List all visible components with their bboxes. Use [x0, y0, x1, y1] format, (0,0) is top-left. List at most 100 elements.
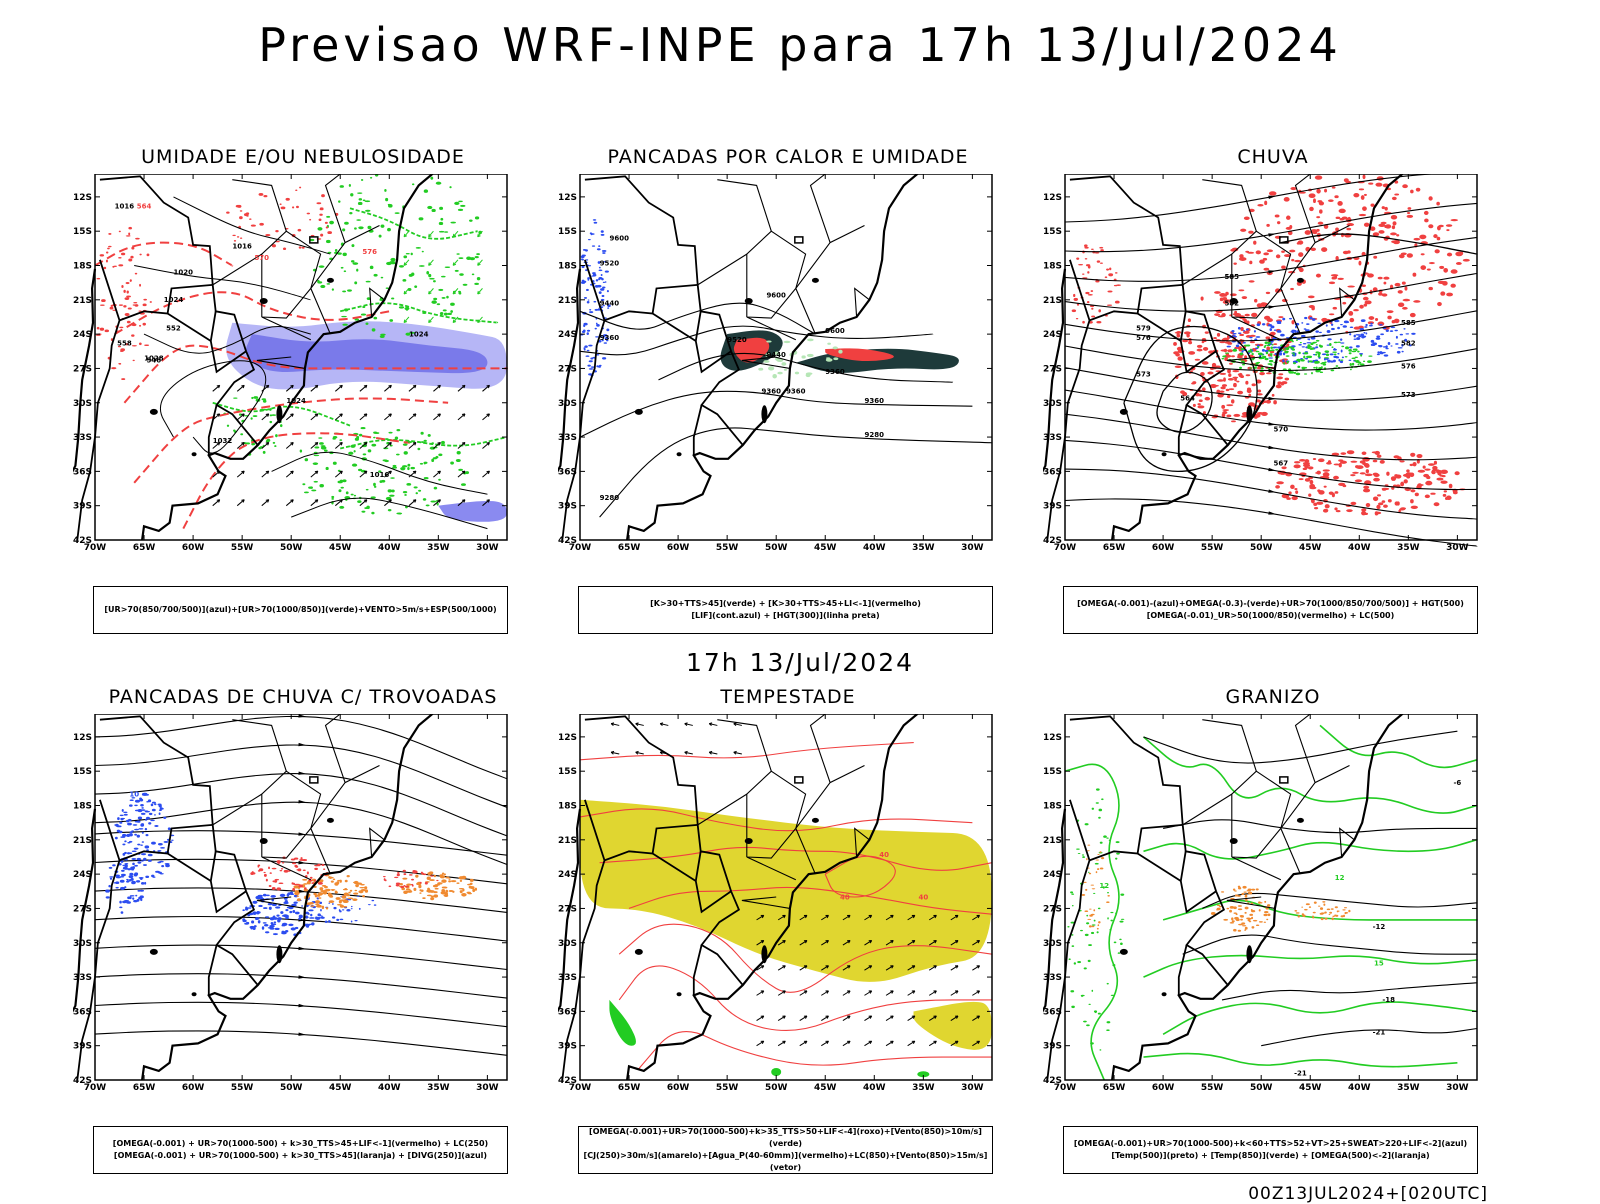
rain-omega-green	[1292, 354, 1296, 356]
political-border	[692, 944, 703, 996]
rain-area-red	[1236, 355, 1243, 359]
political-border	[310, 828, 331, 875]
thunder-orange	[462, 888, 465, 892]
omega-500-orange	[1083, 881, 1087, 883]
red-speckle	[120, 252, 126, 256]
thunder-red	[295, 865, 299, 868]
wind-vector-head	[314, 413, 319, 417]
wind-vector-head	[708, 750, 713, 755]
green-humidity-dot	[457, 208, 464, 212]
thunder-red	[298, 884, 304, 888]
wind-vector	[261, 470, 270, 478]
divergence-blue	[336, 918, 340, 922]
rain-omega-green	[1289, 371, 1295, 374]
divergence-blue	[350, 908, 353, 910]
rain-area-red	[1396, 234, 1400, 237]
divergence-blue	[108, 866, 113, 869]
green-humidity-dot	[405, 252, 410, 255]
green-humidity-dot	[342, 323, 348, 326]
wind-vector-head	[890, 990, 894, 994]
rain-area-red	[1309, 479, 1314, 485]
rain-area-red	[1196, 344, 1203, 348]
rain-omega-green	[1333, 353, 1337, 356]
rain-area-red	[1256, 393, 1263, 396]
rain-area-red	[1324, 188, 1328, 193]
lifted-index-contour	[589, 360, 593, 363]
thunder-orange	[422, 897, 426, 900]
temp850-green	[1107, 917, 1109, 920]
divergence-blue	[158, 804, 162, 808]
thunder-orange	[335, 891, 338, 894]
rain-area-red	[1285, 226, 1292, 230]
rain-omega-green	[1308, 360, 1313, 363]
contour-line	[1162, 899, 1478, 921]
thunder-red	[317, 882, 323, 885]
green-humidity-dot	[387, 489, 393, 493]
panel-legend: [OMEGA(-0.001)+UR>70(1000-500)+k>35_TTS>…	[578, 1126, 993, 1174]
thunder-orange	[459, 890, 463, 894]
rain-omega-blue	[1411, 332, 1416, 335]
red-speckle	[245, 212, 250, 215]
rain-area-red	[1455, 262, 1462, 265]
wind-vector	[684, 751, 693, 755]
contour-line	[579, 302, 816, 335]
legend-line: [Temp(500)](preto) + [Temp(850)](verde) …	[1111, 1151, 1430, 1160]
rain-area-red	[1393, 318, 1400, 324]
rain-area-red	[1383, 276, 1390, 280]
red-speckle	[318, 218, 322, 222]
divergence-blue	[358, 907, 361, 910]
omega-500-orange	[1210, 911, 1216, 915]
lagoa-dos-patos	[1246, 405, 1253, 424]
green-humidity-dot	[317, 281, 323, 284]
lat-label: 15S	[73, 227, 92, 237]
temp850-green	[1115, 912, 1117, 914]
divergence-blue	[118, 830, 123, 834]
rain-area-red	[1241, 296, 1248, 299]
political-border	[1137, 852, 1182, 882]
streamline-arrow	[1268, 489, 1276, 493]
map-frame	[579, 174, 993, 541]
wind-vector	[261, 442, 270, 449]
green-humidity-dot	[430, 176, 434, 180]
political-border	[369, 827, 385, 858]
rain-area-red	[1278, 316, 1284, 319]
thunder-orange	[331, 889, 335, 892]
rain-area-red	[1442, 493, 1447, 497]
rain-area-red	[1299, 458, 1306, 462]
lat-label: 36S	[558, 467, 577, 477]
lifted-index-contour	[598, 269, 603, 272]
rain-omega-blue	[1401, 350, 1404, 353]
rain-area-red	[1381, 487, 1390, 491]
lat-label: 42S	[1043, 536, 1062, 546]
divergence-blue	[124, 863, 129, 865]
rain-area-red	[1337, 277, 1344, 280]
omega-500-orange	[1095, 859, 1100, 861]
green-humidity-dot	[400, 467, 406, 471]
lon-label: 30W	[1446, 543, 1469, 553]
green-humidity-dot	[394, 436, 399, 440]
green-humidity-dot	[379, 335, 385, 338]
red-speckle	[142, 303, 147, 307]
divergence-blue	[270, 895, 276, 898]
rain-area-red	[1202, 411, 1206, 415]
thunder-red	[402, 869, 406, 872]
political-border	[1280, 828, 1301, 875]
thunder-orange	[344, 879, 348, 883]
instability-edge	[838, 349, 843, 354]
divergence-blue	[256, 910, 260, 915]
wind-vector	[384, 499, 392, 507]
rain-area-red	[1415, 187, 1421, 192]
thunder-orange	[353, 892, 359, 895]
temp850-green	[1076, 848, 1080, 850]
rain-area-red	[1078, 264, 1083, 266]
thunder-red	[400, 885, 405, 889]
divergence-blue	[147, 859, 152, 862]
divergence-blue	[127, 822, 132, 826]
temp850-green	[1073, 962, 1077, 965]
rain-area-red	[1391, 240, 1399, 244]
temp850-green	[1106, 1029, 1110, 1032]
thunder-red	[302, 869, 306, 872]
wind-vector-head	[847, 1015, 851, 1019]
red-speckle	[101, 299, 106, 303]
contour-label: -18	[1382, 996, 1395, 1004]
